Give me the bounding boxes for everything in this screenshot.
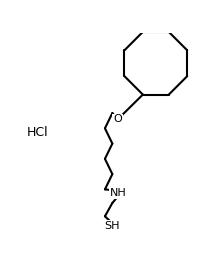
Text: HCl: HCl	[26, 126, 48, 139]
Text: NH: NH	[110, 188, 127, 198]
Text: SH: SH	[105, 221, 120, 231]
Text: O: O	[113, 114, 122, 124]
